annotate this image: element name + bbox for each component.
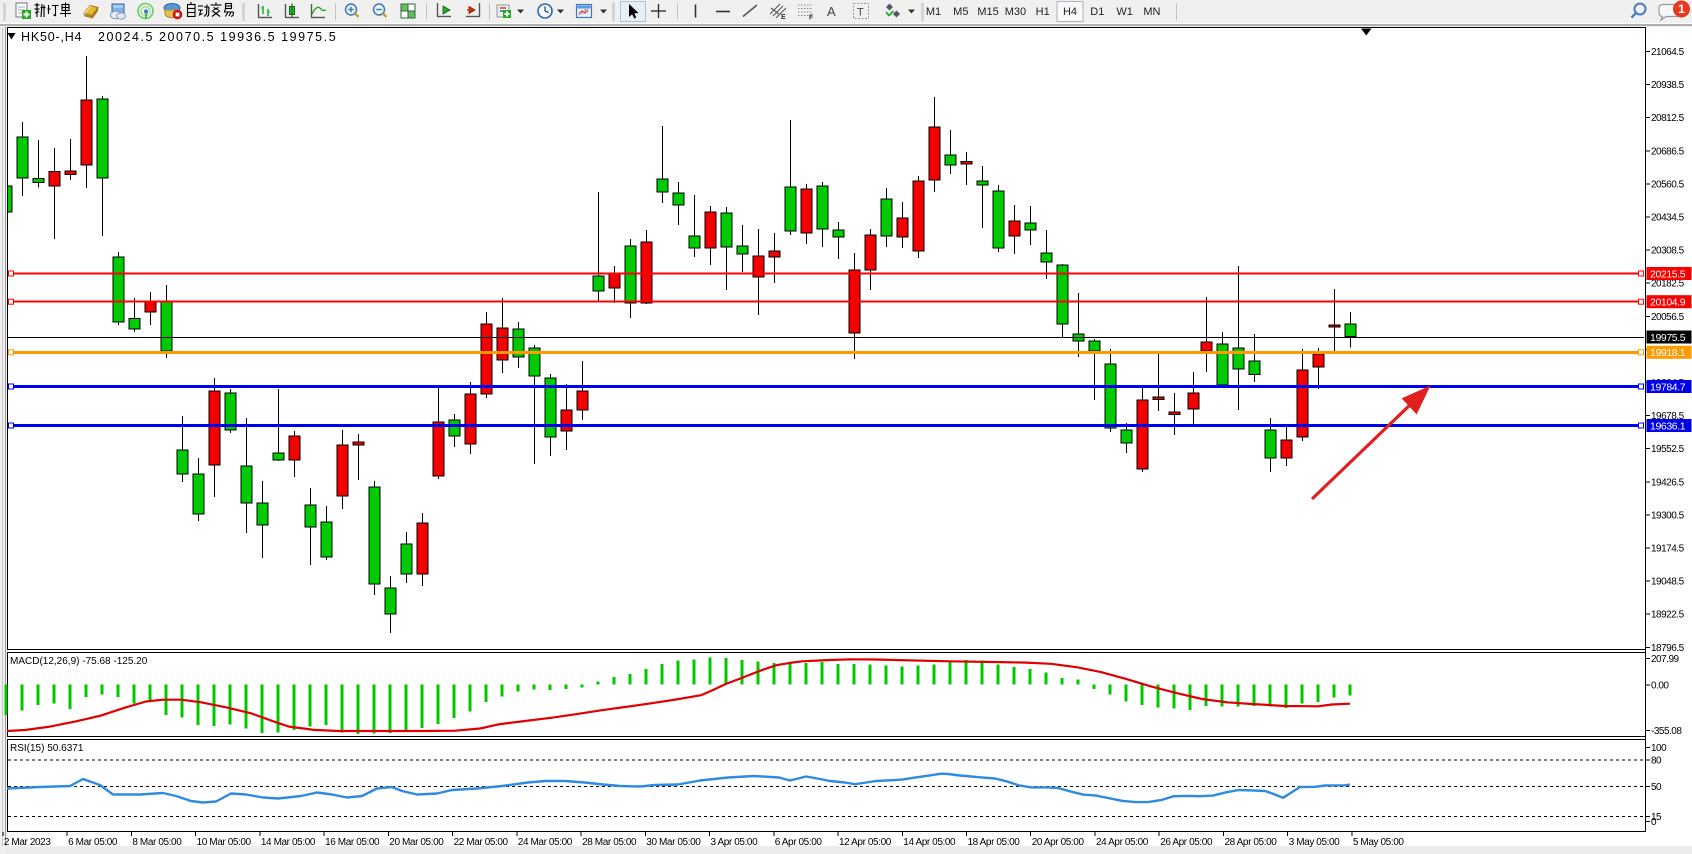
svg-text:22 Mar 05:00: 22 Mar 05:00 [454, 837, 509, 848]
svg-text:20056.5: 20056.5 [1651, 312, 1685, 323]
svg-text:19048.5: 19048.5 [1651, 577, 1685, 588]
svg-text:E: E [781, 14, 786, 21]
svg-text:6 Apr 05:00: 6 Apr 05:00 [775, 837, 823, 848]
svg-text:RSI(15) 50.6371: RSI(15) 50.6371 [10, 743, 84, 754]
svg-text:18796.5: 18796.5 [1651, 643, 1685, 654]
svg-text:19678.5: 19678.5 [1651, 411, 1685, 422]
svg-text:M5: M5 [953, 6, 968, 18]
svg-text:5 May 05:00: 5 May 05:00 [1353, 837, 1404, 848]
svg-text:28 Mar 05:00: 28 Mar 05:00 [582, 837, 637, 848]
svg-text:W1: W1 [1116, 6, 1133, 18]
svg-text:24 Mar 05:00: 24 Mar 05:00 [518, 837, 573, 848]
svg-text:100: 100 [1651, 743, 1667, 754]
svg-text:20560.5: 20560.5 [1651, 179, 1685, 190]
svg-text:207.99: 207.99 [1651, 654, 1680, 665]
svg-text:18922.5: 18922.5 [1651, 610, 1685, 621]
svg-text:50: 50 [1651, 782, 1662, 793]
svg-text:M1: M1 [926, 6, 941, 18]
svg-text:20812.5: 20812.5 [1651, 113, 1685, 124]
svg-text:19552.5: 19552.5 [1651, 444, 1685, 455]
svg-text:30 Mar 05:00: 30 Mar 05:00 [646, 837, 701, 848]
svg-text:8 Mar 05:00: 8 Mar 05:00 [132, 837, 182, 848]
svg-text:14 Apr 05:00: 14 Apr 05:00 [903, 837, 956, 848]
svg-text:24 Apr 05:00: 24 Apr 05:00 [1096, 837, 1149, 848]
svg-text:20 Mar 05:00: 20 Mar 05:00 [389, 837, 444, 848]
svg-text:3 May 05:00: 3 May 05:00 [1289, 837, 1340, 848]
svg-text:12 Apr 05:00: 12 Apr 05:00 [839, 837, 892, 848]
svg-text:D1: D1 [1090, 6, 1104, 18]
svg-text:M30: M30 [1005, 6, 1026, 18]
svg-text:18 Apr 05:00: 18 Apr 05:00 [968, 837, 1021, 848]
svg-text:A: A [827, 4, 836, 19]
svg-text:H1: H1 [1036, 6, 1050, 18]
svg-text:20104.9: 20104.9 [1650, 297, 1686, 309]
svg-text:10 Mar 05:00: 10 Mar 05:00 [197, 837, 252, 848]
svg-text:20308.5: 20308.5 [1651, 246, 1685, 257]
svg-text:MACD(12,26,9) -75.68 -125.20: MACD(12,26,9) -75.68 -125.20 [10, 656, 148, 667]
svg-text:80: 80 [1651, 755, 1662, 766]
svg-text:19636.1: 19636.1 [1650, 420, 1686, 432]
svg-text:20215.5: 20215.5 [1650, 268, 1686, 280]
svg-text:26 Apr 05:00: 26 Apr 05:00 [1160, 837, 1213, 848]
svg-text:2 Mar 2023: 2 Mar 2023 [4, 837, 51, 848]
svg-text:15: 15 [1651, 812, 1662, 823]
svg-text:0.00: 0.00 [1651, 681, 1669, 692]
svg-text:19918.1: 19918.1 [1650, 347, 1686, 359]
svg-text:20182.5: 20182.5 [1651, 279, 1685, 290]
svg-text:20 Apr 05:00: 20 Apr 05:00 [1032, 837, 1085, 848]
svg-text:14 Mar 05:00: 14 Mar 05:00 [261, 837, 316, 848]
svg-text:20434.5: 20434.5 [1651, 213, 1685, 224]
svg-text:6 Mar 05:00: 6 Mar 05:00 [68, 837, 118, 848]
svg-text:19975.5: 19975.5 [1650, 332, 1686, 344]
svg-text:19784.7: 19784.7 [1650, 381, 1686, 393]
svg-text:20686.5: 20686.5 [1651, 146, 1685, 157]
svg-text:28 Apr 05:00: 28 Apr 05:00 [1225, 837, 1278, 848]
svg-text:16 Mar 05:00: 16 Mar 05:00 [325, 837, 380, 848]
svg-text:0: 0 [1651, 817, 1657, 828]
svg-text:H4: H4 [1063, 6, 1077, 18]
svg-text:19174.5: 19174.5 [1651, 544, 1685, 555]
svg-text:F: F [809, 15, 814, 22]
svg-text:HK50-,H4: HK50-,H4 [21, 30, 82, 44]
svg-text:21064.5: 21064.5 [1651, 47, 1685, 58]
svg-text:1: 1 [1678, 2, 1685, 16]
svg-text:19300.5: 19300.5 [1651, 510, 1685, 521]
svg-text:MN: MN [1143, 6, 1160, 18]
svg-text:T: T [857, 7, 864, 19]
svg-text:20938.5: 20938.5 [1651, 80, 1685, 91]
svg-text:20024.5 20070.5 19936.5 19975.: 20024.5 20070.5 19936.5 19975.5 [98, 30, 337, 44]
svg-text:19426.5: 19426.5 [1651, 477, 1685, 488]
svg-text:-355.08: -355.08 [1651, 726, 1682, 737]
svg-text:3 Apr 05:00: 3 Apr 05:00 [711, 837, 759, 848]
svg-text:M15: M15 [977, 6, 998, 18]
